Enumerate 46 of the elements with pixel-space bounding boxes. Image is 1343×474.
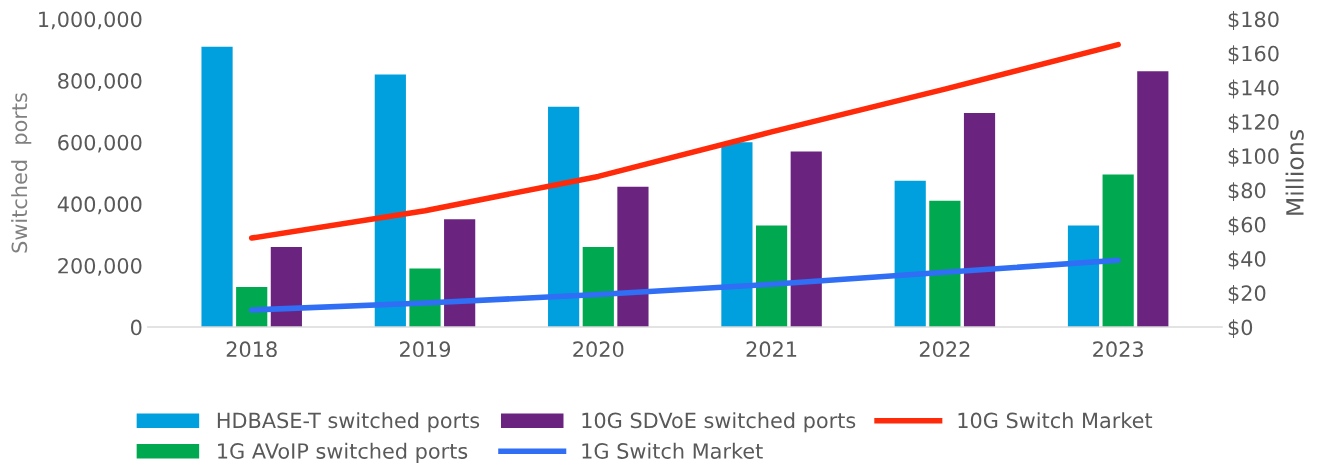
legend-label: 1G Switch Market — [582, 442, 763, 459]
y2-tick-label: $0 — [1228, 319, 1253, 339]
y-tick-label: 600,000 — [58, 134, 142, 153]
y2-tick-label: $160 — [1228, 45, 1279, 65]
y2-tick-label: $40 — [1228, 250, 1266, 270]
x-tick-label: 2019 — [400, 341, 451, 358]
y-tick-label: 400,000 — [57, 196, 142, 215]
bar — [894, 180, 926, 328]
bar — [721, 142, 753, 328]
bar — [963, 112, 996, 328]
y-tick-label: 1,000,000 — [39, 11, 142, 30]
y2-tick-label: $180 — [1228, 11, 1279, 30]
bar — [1067, 225, 1100, 328]
y2-tick-label: $80 — [1228, 182, 1266, 202]
x-tick-label: 2021 — [746, 341, 797, 358]
bar — [1102, 174, 1134, 328]
y-tick-label: 800,000 — [58, 73, 142, 91]
bar — [409, 268, 441, 328]
bar — [929, 200, 961, 328]
bar — [617, 186, 649, 328]
y-tick-label: 0 — [130, 319, 142, 336]
y2-tick-label: $120 — [1228, 113, 1279, 133]
legend-label: HDBASE-T switched ports — [217, 412, 480, 433]
y2-tick-label: $140 — [1228, 79, 1279, 99]
x-tick-label: 2020 — [573, 341, 624, 358]
bar — [1137, 71, 1169, 328]
y2-tick-label: $100 — [1228, 147, 1279, 167]
y-tick-label: 200,000 — [58, 257, 142, 276]
legend-label: 10G Switch Market — [958, 412, 1153, 429]
bar — [582, 246, 614, 328]
y2-tick-label: $60 — [1228, 216, 1266, 236]
y2-axis-title: Millions — [1285, 130, 1304, 215]
x-tick-label: 2018 — [226, 341, 277, 358]
bar — [270, 246, 302, 328]
legend-label: 10G SDVoE switched ports — [582, 412, 856, 433]
bar — [374, 74, 406, 328]
legend-label: 1G AVoIP switched ports — [218, 442, 468, 463]
y-axis-title: Switched ports — [11, 93, 32, 253]
x-tick-label: 2022 — [919, 341, 970, 358]
bar — [444, 219, 476, 328]
x-tick-label: 2023 — [1093, 341, 1143, 358]
bar — [790, 151, 822, 328]
y2-tick-label: $20 — [1228, 284, 1266, 304]
bar — [755, 225, 788, 328]
bar — [548, 106, 580, 328]
bar — [201, 46, 233, 328]
